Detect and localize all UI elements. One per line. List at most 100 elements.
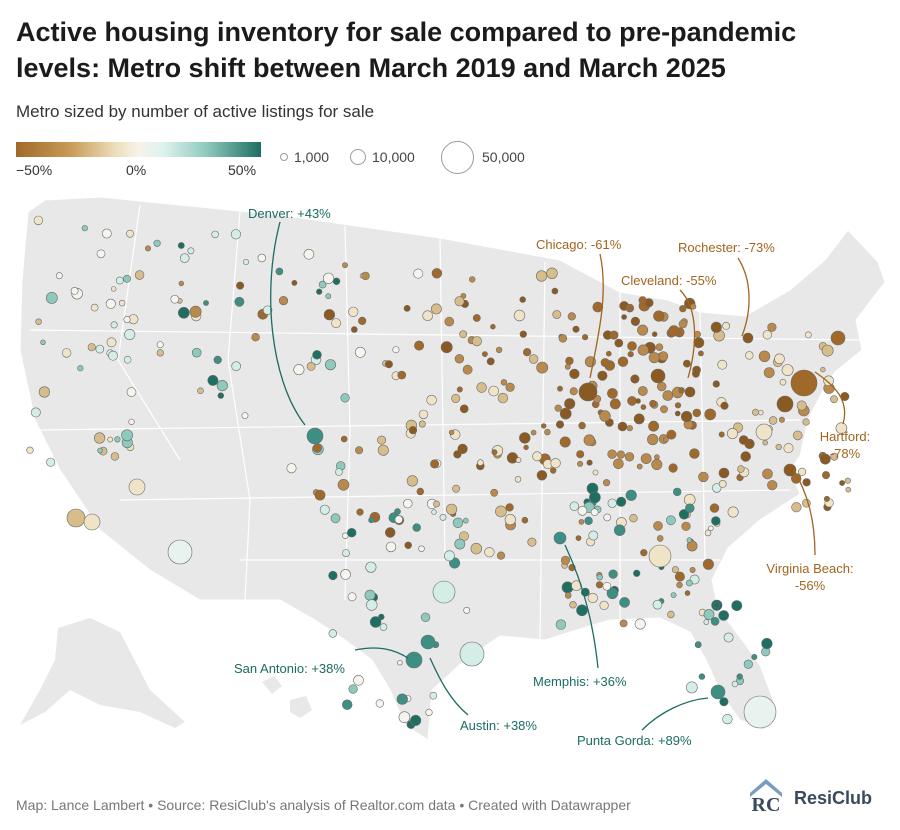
metro-dot [463, 606, 471, 614]
metro-dot [452, 517, 464, 528]
metro-dot [558, 334, 568, 343]
metro-dot [361, 271, 370, 281]
metro-dot [350, 326, 358, 333]
metro-dot [340, 569, 351, 580]
metro-dot [762, 468, 773, 480]
metro-dot [666, 515, 676, 526]
metro-dot [821, 344, 834, 357]
metro-dot [702, 558, 714, 570]
color-scale-min-label: −50% [16, 162, 53, 178]
metro-dot [514, 476, 522, 483]
metro-dot [703, 619, 710, 625]
metro-dot [433, 500, 440, 508]
metro-dot [614, 338, 624, 348]
metro-dot [398, 711, 411, 724]
annotation-austin: Austin: +38% [460, 718, 537, 733]
metro-dot [348, 306, 359, 317]
metro-dot [653, 521, 663, 531]
metro-dot [667, 610, 675, 619]
metro-dot [495, 505, 507, 518]
metro-dot [576, 450, 585, 459]
metro-dot [637, 324, 649, 336]
metro-dot [569, 368, 580, 380]
metro-dot [796, 400, 807, 411]
metro-dot [674, 402, 682, 409]
metro-dot [710, 616, 720, 626]
metro-dot [324, 359, 336, 371]
metro-dot [830, 452, 839, 461]
metro-dot [471, 336, 482, 347]
metro-dot [337, 478, 350, 491]
metro-dot [711, 516, 721, 526]
metro-dot [835, 422, 848, 435]
metro-dot [731, 600, 743, 611]
metro-dot [704, 529, 712, 537]
metro-dot [55, 272, 63, 280]
metro-dot [486, 357, 495, 366]
metro-dot [353, 674, 364, 686]
metro-dot [625, 489, 637, 501]
metro-dot [26, 446, 34, 454]
metro-dot [318, 280, 327, 289]
color-scale-max-label: 50% [228, 162, 257, 178]
arrow-chicago [589, 253, 604, 379]
metro-dot [93, 432, 106, 444]
metro-dots-layer [26, 215, 852, 729]
annotation-hartford: Hartford: -78% [812, 428, 878, 462]
metro-dot [241, 412, 249, 419]
metro-dot [655, 343, 664, 352]
detroit-dot [650, 368, 666, 384]
annotation-virginia-beach: Virginia Beach: -56% [760, 560, 860, 594]
metro-dot [671, 566, 679, 574]
metro-dot [555, 619, 567, 630]
metro-dot [693, 330, 701, 338]
metro-dot [156, 341, 164, 349]
metro-dot [90, 303, 99, 312]
metro-dot [491, 449, 498, 456]
metro-dot [414, 340, 425, 351]
los-angeles-dot [66, 508, 86, 528]
metro-dot [145, 245, 152, 252]
metro-dot [95, 344, 105, 354]
metro-dot [30, 407, 41, 418]
metro-dot [768, 416, 778, 425]
metro-dot [546, 267, 558, 279]
metro-dot [312, 443, 322, 453]
metro-dot [658, 351, 669, 362]
metro-dot [354, 346, 366, 358]
metro-dot [678, 319, 688, 329]
arrow-san-antonio [354, 647, 409, 659]
metro-dot [536, 361, 549, 374]
metro-dot [681, 521, 691, 531]
metro-dot [110, 321, 118, 329]
metro-dot [197, 387, 204, 395]
metro-dot [330, 513, 341, 524]
metro-dot [97, 447, 103, 454]
metro-dot [819, 453, 831, 465]
metro-dot [666, 429, 677, 440]
metro-dot [559, 407, 572, 420]
annotation-arrows [270, 221, 846, 731]
metro-dot [693, 337, 705, 349]
metro-dot [325, 293, 332, 300]
metro-dot [335, 468, 343, 476]
size-key-medium-circle [350, 149, 366, 165]
metro-dot [521, 516, 529, 524]
metro-dot [397, 370, 407, 380]
metro-dot [484, 547, 495, 558]
metro-dot [481, 351, 488, 357]
metro-dot [737, 465, 745, 473]
metro-dot [599, 600, 609, 611]
metro-dot [640, 549, 648, 557]
metro-dot [451, 393, 461, 403]
metro-dot [564, 592, 572, 599]
metro-dot [656, 535, 664, 542]
metro-dot [564, 398, 576, 410]
metro-dot [758, 409, 764, 416]
metro-dot [431, 509, 437, 515]
metro-dot [720, 401, 729, 410]
metro-dot [379, 623, 388, 631]
metro-dot [636, 463, 643, 470]
metro-dot [607, 388, 618, 399]
metro-dot [61, 348, 72, 358]
